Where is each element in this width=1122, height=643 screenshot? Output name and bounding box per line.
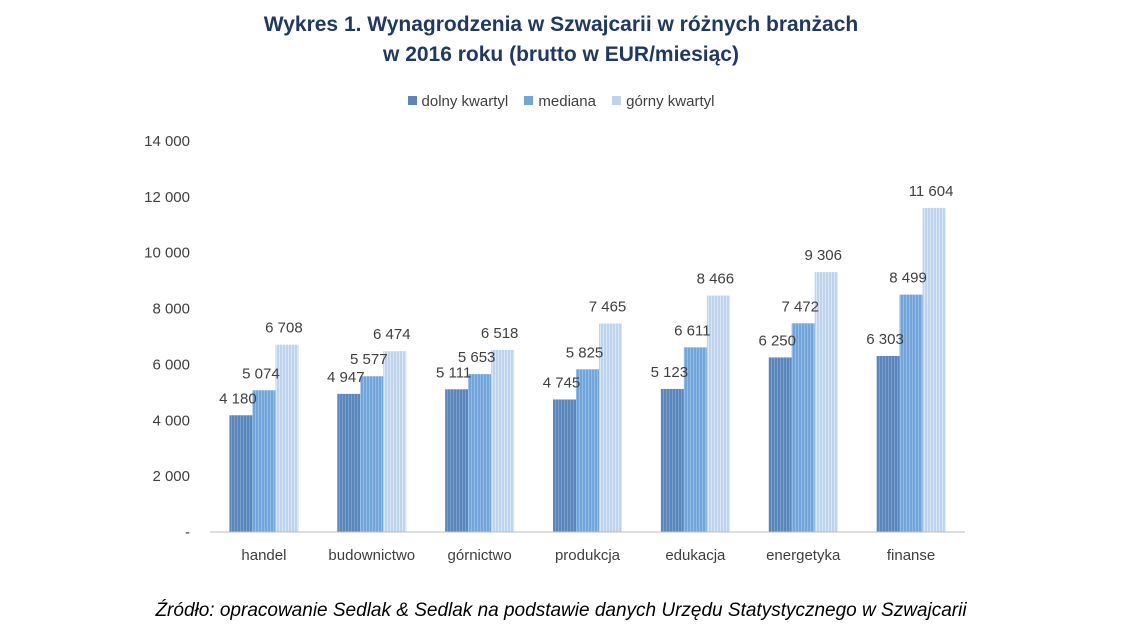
y-tick-label: 4 000 [152, 412, 190, 429]
data-label-mediana-5: 7 472 [781, 298, 819, 315]
data-label-dolny-2: 5 111 [436, 364, 471, 381]
data-label-gorny-2: 6 518 [481, 325, 519, 342]
x-tick-label: budownictwo [328, 547, 415, 564]
data-label-mediana-2: 5 653 [458, 349, 496, 366]
bar-dolny-2 [445, 389, 469, 532]
data-label-dolny-6: 6 303 [866, 331, 904, 348]
x-tick-label: energetyka [766, 547, 841, 564]
bars [229, 207, 946, 532]
data-label-gorny-3: 7 465 [589, 299, 627, 316]
data-label-mediana-4: 6 611 [674, 322, 710, 339]
data-label-dolny-5: 6 250 [758, 332, 796, 349]
y-tick-label: 2 000 [152, 468, 190, 485]
y-tick-label: 14 000 [144, 133, 190, 150]
x-tick-label: produkcja [555, 547, 621, 564]
bar-dolny-3 [553, 399, 576, 532]
bar-mediana-6 [899, 294, 923, 532]
bar-gorny-3 [599, 323, 622, 532]
data-label-gorny-4: 8 466 [697, 271, 735, 288]
bar-dolny-0 [229, 415, 253, 532]
data-label-mediana-1: 5 577 [350, 351, 388, 368]
legend-swatch-gorny [612, 96, 622, 105]
legend-item-mediana: mediana [524, 93, 596, 110]
bar-mediana-3 [576, 369, 599, 532]
data-label-gorny-1: 6 474 [373, 326, 411, 343]
chart-title-line2: w 2016 roku (brutto w EUR/miesiąc) [383, 43, 739, 66]
chart-legend: dolny kwartyl mediana górny kwartyl [0, 93, 1122, 110]
x-tick-label: handel [241, 547, 286, 564]
legend-item-gorny: górny kwartyl [612, 93, 714, 110]
chart-title-line1: Wykres 1. Wynagrodzenia w Szwajcarii w r… [263, 13, 859, 36]
y-axis: - 2 000 4 000 6 000 8 000 10 000 12 000 14 000 [144, 133, 190, 541]
bar-gorny-2 [491, 349, 515, 532]
x-tick-label: górnictwo [448, 547, 512, 564]
data-label-dolny-3: 4 745 [543, 374, 581, 391]
legend-label-gorny: górny kwartyl [626, 93, 715, 110]
chart-title: Wykres 1. Wynagrodzenia w Szwajcarii w r… [0, 10, 1122, 70]
bar-mediana-2 [468, 374, 492, 532]
bar-mediana-5 [791, 323, 815, 532]
bar-mediana-4 [683, 347, 707, 532]
legend-label-dolny: dolny kwartyl [421, 93, 509, 110]
x-tick-label: finanse [887, 547, 935, 564]
x-axis: handel budownictwo górnictwo produkcja eduka… [210, 531, 965, 564]
data-label-mediana-0: 5 074 [242, 365, 280, 382]
bar-gorny-6 [922, 207, 946, 532]
data-label-gorny-6: 11 604 [909, 183, 954, 200]
bar-gorny-4 [706, 295, 730, 532]
bar-dolny-1 [337, 393, 361, 532]
bar-dolny-4 [660, 388, 684, 532]
data-label-dolny-1: 4 947 [327, 369, 365, 386]
x-tick-label: edukacja [665, 547, 726, 564]
y-tick-label: - [185, 524, 190, 541]
data-label-dolny-0: 4 180 [219, 390, 257, 407]
data-label-gorny-0: 6 708 [265, 320, 303, 337]
y-tick-label: 8 000 [152, 301, 190, 318]
source-note: Źródło: opracowanie Sedlak & Sedlak na p… [155, 600, 967, 621]
legend-swatch-mediana [524, 96, 534, 105]
y-tick-label: 6 000 [152, 356, 190, 373]
bar-gorny-0 [275, 344, 299, 532]
data-label-mediana-6: 8 499 [889, 270, 927, 287]
data-label-gorny-5: 9 306 [804, 247, 842, 264]
data-label-mediana-3: 5 825 [566, 344, 604, 361]
legend-item-dolny: dolny kwartyl [407, 93, 509, 110]
bar-gorny-1 [383, 351, 407, 532]
bar-mediana-0 [252, 390, 276, 532]
legend-label-mediana: mediana [538, 93, 596, 110]
bar-dolny-5 [768, 357, 792, 532]
y-tick-label: 10 000 [144, 245, 190, 262]
bar-mediana-1 [360, 376, 384, 532]
data-label-dolny-4: 5 123 [651, 364, 689, 381]
bar-dolny-6 [876, 355, 900, 532]
y-tick-label: 12 000 [144, 189, 190, 206]
bar-gorny-5 [814, 272, 838, 532]
legend-swatch-dolny [407, 96, 417, 105]
